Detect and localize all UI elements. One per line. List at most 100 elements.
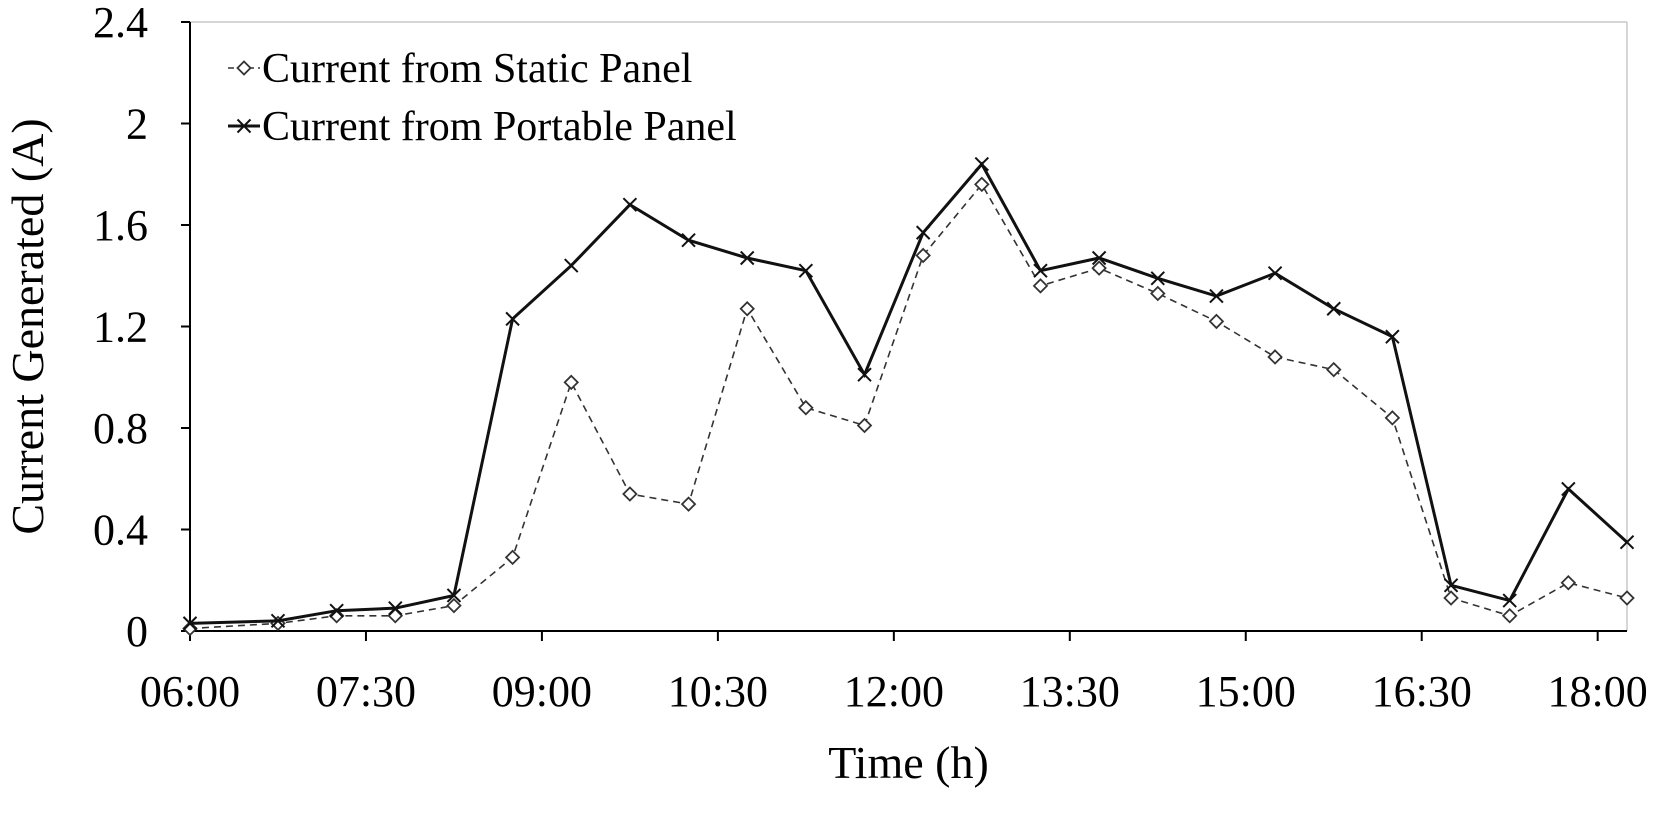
data-point-static-panel bbox=[739, 300, 755, 317]
data-point-static-panel bbox=[504, 549, 521, 566]
series-line-static-panel bbox=[189, 183, 1628, 630]
data-point-portable-panel bbox=[1267, 266, 1283, 281]
x-tick-label: 12:00 bbox=[844, 667, 944, 716]
x-marker-stroke bbox=[974, 156, 990, 172]
legend-item-portable-panel: Current from Portable Panel bbox=[228, 104, 737, 150]
data-point-static-panel bbox=[915, 247, 931, 264]
x-marker-stroke bbox=[1326, 301, 1341, 316]
y-tick-label: 0.8 bbox=[93, 404, 148, 453]
y-tick-label: 1.6 bbox=[93, 201, 148, 250]
data-point-static-panel bbox=[563, 374, 580, 391]
axes bbox=[181, 21, 1628, 641]
x-marker-stroke bbox=[1561, 481, 1576, 497]
x-marker-stroke bbox=[329, 603, 344, 618]
x-tick-label: 06:00 bbox=[140, 667, 240, 716]
data-point-static-panel bbox=[182, 620, 198, 637]
data-point-static-panel bbox=[1267, 349, 1283, 365]
legend-marker bbox=[236, 118, 252, 134]
data-point-static-panel bbox=[798, 399, 814, 416]
data-point-portable-panel bbox=[1150, 271, 1165, 286]
x-marker-stroke bbox=[446, 588, 462, 603]
x-tick-label: 13:30 bbox=[1020, 667, 1120, 716]
data-point-portable-panel bbox=[505, 311, 520, 327]
data-point-static-panel bbox=[856, 417, 873, 434]
data-point-static-panel bbox=[1384, 410, 1401, 426]
data-point-portable-panel bbox=[388, 600, 403, 616]
legend: Current from Static Panel Current from Po… bbox=[228, 46, 737, 150]
x-marker-stroke bbox=[388, 600, 403, 616]
data-point-portable-panel bbox=[798, 263, 814, 278]
data-point-static-panel bbox=[387, 608, 404, 624]
data-point-portable-panel bbox=[270, 613, 286, 629]
x-marker-stroke bbox=[857, 367, 872, 382]
x-marker-stroke bbox=[1091, 250, 1107, 266]
x-tick-label: 18:00 bbox=[1548, 667, 1648, 716]
data-point-portable-panel bbox=[1561, 481, 1576, 497]
data-point-static-panel bbox=[974, 176, 990, 193]
data-point-static-panel bbox=[622, 486, 638, 502]
x-tick-label: 09:00 bbox=[492, 667, 592, 716]
data-point-portable-panel bbox=[1326, 301, 1341, 316]
legend-marker bbox=[236, 60, 252, 76]
data-point-static-panel bbox=[1560, 575, 1577, 591]
x-marker-stroke bbox=[739, 250, 755, 266]
data-point-portable-panel bbox=[1033, 263, 1048, 278]
x-marker-stroke bbox=[1443, 578, 1459, 593]
data-point-portable-panel bbox=[681, 233, 696, 248]
data-point-portable-panel bbox=[915, 225, 931, 240]
data-point-static-panel bbox=[680, 496, 697, 512]
data-point-portable-panel bbox=[974, 156, 990, 172]
y-tick-label: 2.4 bbox=[93, 0, 148, 47]
x-marker-stroke bbox=[182, 616, 198, 631]
data-point-static-panel bbox=[1208, 313, 1225, 330]
y-tick-label: 0.4 bbox=[93, 506, 148, 555]
x-marker-stroke bbox=[1033, 263, 1048, 278]
data-point-static-panel bbox=[1619, 590, 1635, 606]
data-point-portable-panel bbox=[1209, 288, 1224, 304]
x-tick-label: 15:00 bbox=[1196, 667, 1296, 716]
legend-label: Current from Portable Panel bbox=[262, 104, 737, 150]
data-point-portable-panel bbox=[329, 603, 344, 618]
x-marker-stroke bbox=[564, 258, 579, 273]
data-point-portable-panel bbox=[857, 367, 872, 382]
data-point-static-panel bbox=[1325, 361, 1342, 378]
x-tick-label: 07:30 bbox=[316, 667, 416, 716]
x-marker-stroke bbox=[1267, 266, 1283, 281]
x-marker-stroke bbox=[1150, 271, 1165, 286]
x-marker-stroke bbox=[798, 263, 814, 278]
data-point-portable-panel bbox=[1443, 578, 1459, 593]
data-point-portable-panel bbox=[1385, 329, 1400, 344]
y-axis-title: Current Generated (A) bbox=[2, 118, 53, 534]
series-layer bbox=[182, 156, 1635, 637]
x-marker-stroke bbox=[1209, 288, 1224, 304]
data-point-portable-panel bbox=[446, 588, 462, 603]
tick-labels: 0 0.4 0.8 1.2 1.6 2 2.4 06:00 07:30 09:00 10:30 12:… bbox=[93, 0, 1648, 716]
y-tick-label: 2 bbox=[126, 100, 148, 149]
series-line-portable-panel bbox=[189, 161, 1629, 625]
x-marker-stroke bbox=[505, 311, 520, 327]
data-point-static-panel bbox=[1443, 590, 1459, 606]
data-point-portable-panel bbox=[1619, 534, 1635, 550]
y-tick-label: 1.2 bbox=[93, 303, 148, 352]
data-point-static-panel bbox=[1032, 278, 1049, 294]
x-marker-stroke bbox=[1619, 534, 1635, 550]
x-marker-stroke bbox=[1385, 329, 1400, 344]
x-marker-stroke bbox=[915, 225, 931, 240]
x-tick-label: 16:30 bbox=[1372, 667, 1472, 716]
legend-item-static-panel: Current from Static Panel bbox=[228, 46, 692, 92]
data-point-static-panel bbox=[1091, 260, 1107, 276]
data-point-portable-panel bbox=[182, 616, 198, 631]
data-point-portable-panel bbox=[1502, 593, 1517, 608]
legend-label: Current from Static Panel bbox=[262, 46, 692, 92]
x-marker-stroke bbox=[236, 118, 252, 134]
x-marker-stroke bbox=[681, 233, 696, 248]
x-marker-stroke bbox=[270, 613, 286, 629]
x-marker-stroke bbox=[1502, 593, 1517, 608]
y-tick-label: 0 bbox=[126, 607, 148, 656]
x-axis-title: Time (h) bbox=[828, 737, 989, 788]
data-point-portable-panel bbox=[1091, 250, 1107, 266]
data-point-portable-panel bbox=[739, 250, 755, 266]
x-tick-label: 10:30 bbox=[668, 667, 768, 716]
data-point-portable-panel bbox=[564, 258, 579, 273]
